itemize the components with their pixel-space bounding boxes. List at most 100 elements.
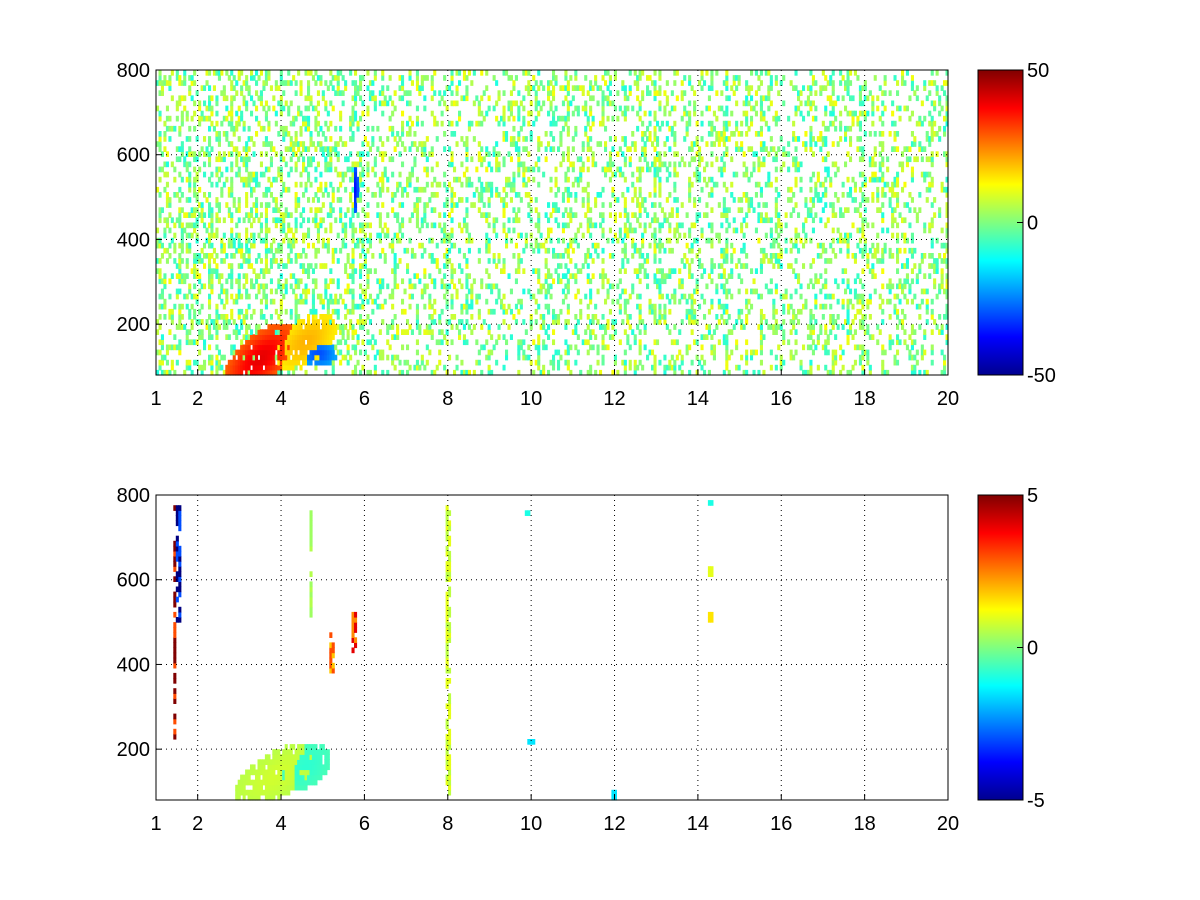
heatmap-cell <box>680 369 684 376</box>
heatmap-cell <box>537 303 541 310</box>
heatmap-cell <box>408 100 412 107</box>
heatmap-cell <box>237 237 241 244</box>
heatmap-cell <box>165 202 169 208</box>
heatmap-cell <box>552 90 556 96</box>
heatmap-cell <box>242 100 246 107</box>
heatmap-cell <box>455 100 459 107</box>
heatmap-cell <box>792 120 796 127</box>
heatmap-cell <box>809 359 813 366</box>
heatmap-cell <box>586 273 590 279</box>
heatmap-cell <box>381 141 385 147</box>
heatmap-cell <box>262 329 266 335</box>
heatmap-cell <box>205 151 209 157</box>
heatmap-cell <box>608 136 612 142</box>
heatmap-cell <box>304 70 308 76</box>
heatmap-cell <box>552 314 556 320</box>
heatmap-cell <box>455 120 459 127</box>
heatmap-cell <box>576 319 580 325</box>
heatmap-cell <box>272 253 276 259</box>
heatmap-cell <box>589 222 593 229</box>
heatmap-cell <box>354 364 358 371</box>
heatmap-cell <box>633 247 637 254</box>
heatmap-cell <box>663 308 667 315</box>
heatmap-cell <box>279 151 283 157</box>
heatmap-cell <box>326 319 330 325</box>
heatmap-cell <box>232 298 236 305</box>
heatmap-cell <box>710 192 714 198</box>
heatmap-cell <box>158 70 162 76</box>
heatmap-cell <box>762 369 766 376</box>
heatmap-cell <box>250 339 254 346</box>
heatmap-cell <box>430 278 434 285</box>
heatmap-cell <box>292 344 296 351</box>
heatmap-cell <box>460 268 464 274</box>
heatmap-cell <box>717 273 721 279</box>
heatmap-cell <box>272 105 276 112</box>
heatmap-cell <box>420 80 424 86</box>
heatmap-cell <box>777 115 781 122</box>
heatmap-cell <box>623 303 627 310</box>
heatmap-cell <box>618 212 622 218</box>
heatmap-cell <box>604 70 608 76</box>
heatmap-cell <box>653 192 657 198</box>
heatmap-cell <box>606 100 610 107</box>
heatmap-cell <box>401 232 405 239</box>
heatmap-cell <box>235 329 239 335</box>
heatmap-cell <box>693 141 697 147</box>
heatmap-cell <box>316 120 320 127</box>
heatmap-cell <box>294 253 298 259</box>
heatmap-cell <box>668 171 672 178</box>
heatmap-cell <box>178 349 182 356</box>
heatmap-cell <box>410 253 414 259</box>
heatmap-cell <box>415 85 419 91</box>
heatmap-cell <box>745 303 749 310</box>
heatmap-cell <box>767 288 771 295</box>
heatmap-cell <box>678 232 682 239</box>
heatmap-cell <box>230 110 234 117</box>
heatmap-cell <box>359 303 363 310</box>
heatmap-cell <box>777 232 781 239</box>
heatmap-cell <box>158 207 162 213</box>
heatmap-cell <box>383 100 387 107</box>
heatmap-cell <box>178 186 182 193</box>
heatmap-cell <box>700 227 704 234</box>
heatmap-cell <box>767 217 771 224</box>
heatmap-cell <box>762 110 766 117</box>
heatmap-cell <box>566 242 570 249</box>
heatmap-cell <box>628 364 632 371</box>
heatmap-cell <box>193 253 197 259</box>
heatmap-cell <box>757 156 761 163</box>
heatmap-cell <box>264 141 268 147</box>
heatmap-cell <box>571 166 575 173</box>
heatmap-cell <box>386 227 390 234</box>
heatmap-cell <box>198 319 202 325</box>
heatmap-cell <box>381 227 385 234</box>
heatmap-cell <box>252 75 256 81</box>
heatmap-cell <box>660 278 664 285</box>
heatmap-cell <box>769 232 773 239</box>
heatmap-cell <box>354 192 358 198</box>
heatmap-cell <box>168 242 172 249</box>
heatmap-cell <box>282 237 286 244</box>
heatmap-cell <box>487 247 491 254</box>
heatmap-cell <box>423 247 427 254</box>
heatmap-cell <box>789 80 793 86</box>
heatmap-cell <box>643 324 647 330</box>
heatmap-cell <box>420 151 424 157</box>
heatmap-cell <box>391 324 395 330</box>
heatmap-cell <box>428 253 432 259</box>
heatmap-cell <box>170 125 174 132</box>
heatmap-cell <box>685 349 689 356</box>
heatmap-cell <box>272 364 276 371</box>
heatmap-cell <box>203 263 207 269</box>
heatmap-cell <box>725 95 729 102</box>
heatmap-cell <box>388 75 392 81</box>
heatmap-cell <box>517 344 521 351</box>
heatmap-cell <box>361 288 365 295</box>
heatmap-cell <box>344 314 348 320</box>
heatmap-cell <box>356 176 360 183</box>
heatmap-cell <box>438 222 442 229</box>
heatmap-cell <box>373 95 377 102</box>
heatmap-cell <box>433 207 437 213</box>
heatmap-cell <box>816 242 820 249</box>
